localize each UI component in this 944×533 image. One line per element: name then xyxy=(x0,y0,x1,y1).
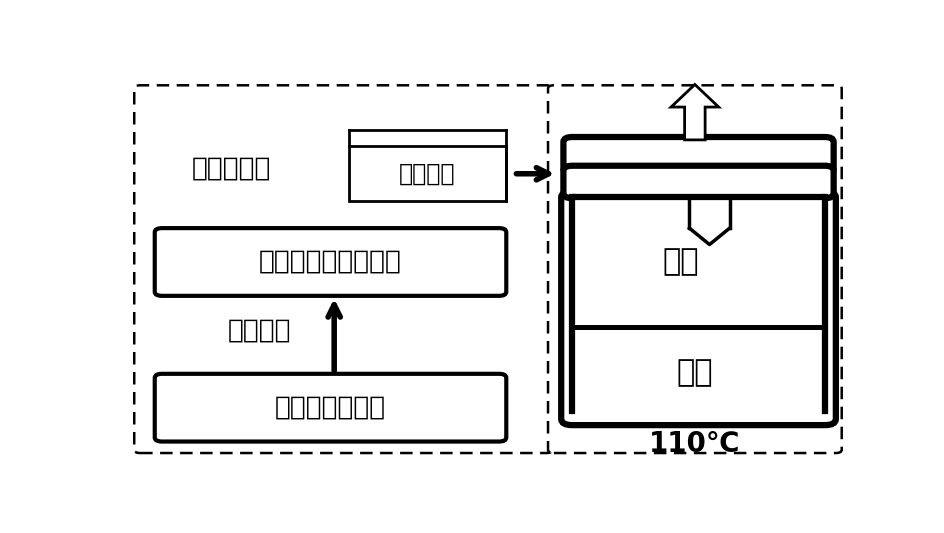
Text: 浸泡盐溶液: 浸泡盐溶液 xyxy=(191,156,270,182)
FancyBboxPatch shape xyxy=(155,374,506,441)
Bar xyxy=(571,195,824,209)
Bar xyxy=(348,146,506,201)
Text: 氨气: 氨气 xyxy=(662,247,698,277)
FancyBboxPatch shape xyxy=(561,191,834,425)
FancyBboxPatch shape xyxy=(548,85,841,453)
Text: 阳极氧化: 阳极氧化 xyxy=(228,318,291,344)
FancyBboxPatch shape xyxy=(563,137,833,174)
Text: 氧化碳化细菌纤维素: 氧化碳化细菌纤维素 xyxy=(259,249,401,275)
FancyBboxPatch shape xyxy=(155,228,506,296)
Text: 氨水: 氨水 xyxy=(676,358,713,387)
Text: 乙醇蒸发: 乙醇蒸发 xyxy=(399,161,455,185)
FancyBboxPatch shape xyxy=(563,166,833,198)
Text: 110℃: 110℃ xyxy=(649,430,740,458)
Text: 碳化细菌纤维素: 碳化细菌纤维素 xyxy=(275,394,386,421)
Polygon shape xyxy=(670,84,717,140)
FancyBboxPatch shape xyxy=(134,85,552,453)
